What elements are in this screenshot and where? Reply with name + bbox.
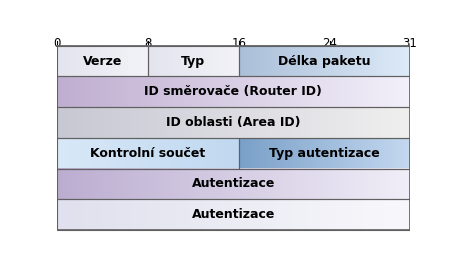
Text: Autentizace: Autentizace [192, 178, 275, 190]
Text: 24: 24 [322, 37, 337, 50]
Text: 31: 31 [402, 37, 417, 50]
Text: 16: 16 [231, 37, 246, 50]
Text: ID směrovače (Router ID): ID směrovače (Router ID) [144, 85, 322, 98]
Text: Typ autentizace: Typ autentizace [269, 147, 379, 160]
Text: Autentizace: Autentizace [192, 208, 275, 221]
Text: Verze: Verze [83, 55, 122, 68]
Text: Kontrolní součet: Kontrolní součet [90, 147, 206, 160]
Text: Délka paketu: Délka paketu [278, 55, 370, 68]
Text: Typ: Typ [181, 55, 205, 68]
Text: 0: 0 [53, 37, 61, 50]
Text: 8: 8 [144, 37, 152, 50]
Text: ID oblasti (Area ID): ID oblasti (Area ID) [166, 116, 300, 129]
